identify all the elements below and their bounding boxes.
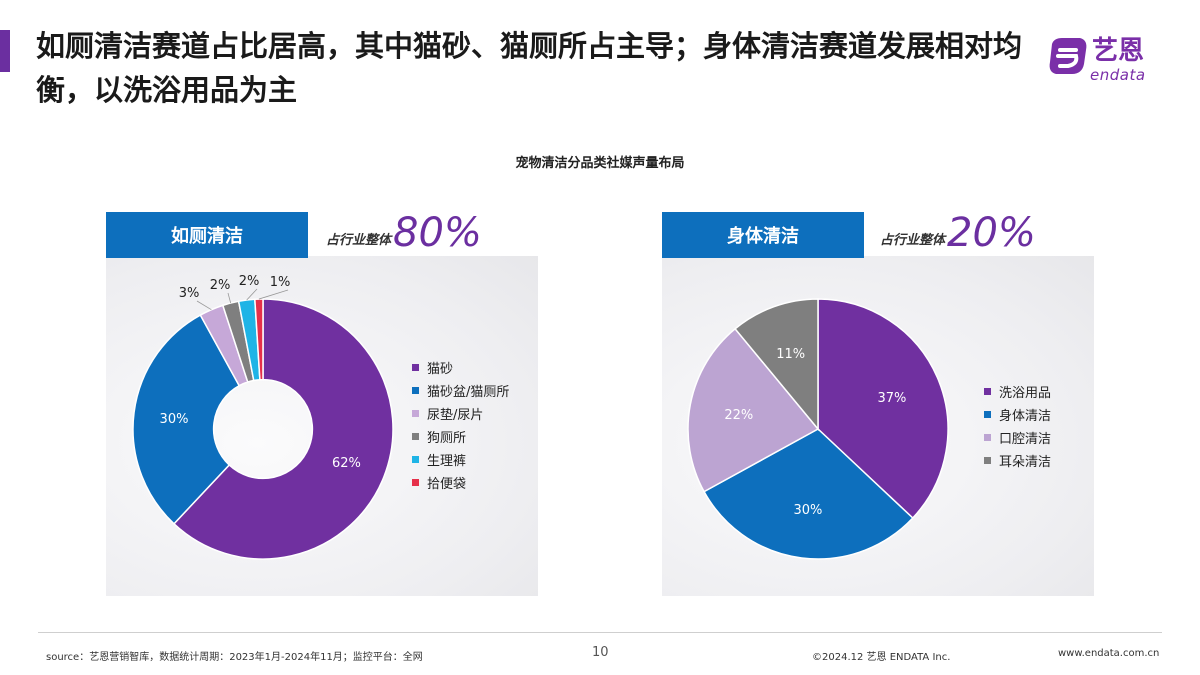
donut-chart-toilet: 62% 30% 3% 2% 2% 1% (132, 274, 394, 560)
data-label: 1% (270, 275, 291, 290)
data-label: 2% (239, 274, 260, 289)
share-label: 占行业整体 (326, 233, 392, 248)
legend-label: 身体清洁 (999, 409, 1052, 424)
slice-1-0 (817, 298, 949, 520)
legend-label: 猫砂盆/猫厕所 (427, 385, 510, 400)
data-label: 62% (332, 456, 361, 471)
legend-label: 猫砂 (427, 362, 454, 377)
endata-logo: 艺恩 endata (1046, 28, 1186, 88)
legend-item: 拾便袋 (412, 471, 509, 494)
legend-label: 生理裤 (427, 454, 467, 469)
slice-1-1 (703, 428, 914, 560)
legend-swatch (412, 364, 419, 371)
legend-item: 猫砂 (412, 356, 509, 379)
legend-swatch (984, 434, 991, 441)
legend-item: 洗浴用品 (984, 380, 1051, 403)
legend-item: 口腔清洁 (984, 426, 1051, 449)
slice-1-2 (687, 327, 820, 493)
endata-e-logo-icon (1049, 38, 1087, 74)
legend-item: 耳朵清洁 (984, 449, 1051, 472)
leader-line (258, 289, 289, 300)
legend-swatch (984, 388, 991, 395)
slice-0-0 (172, 298, 394, 560)
footer-copyright: ©2024.12 艺恩 ENDATA Inc. (812, 652, 951, 663)
legend-body: 洗浴用品身体清洁口腔清洁耳朵清洁 (984, 380, 1051, 472)
share-toilet: 占行业整体 80% (326, 210, 482, 256)
legend-label: 尿垫/尿片 (427, 408, 484, 423)
footer-source: source：艺恩营销智库，数据统计周期：2023年1月-2024年11月；监控… (46, 652, 423, 663)
legend-swatch (412, 410, 419, 417)
legend-swatch (412, 387, 419, 394)
logo-text-cn: 艺恩 (1092, 36, 1145, 66)
legend-item: 身体清洁 (984, 403, 1051, 426)
data-label: 37% (878, 391, 907, 406)
legend-label: 狗厕所 (427, 431, 467, 446)
chart-title: 宠物清洁分品类社媒声量布局 (515, 156, 685, 171)
share-body: 占行业整体 20% (880, 210, 1036, 256)
tab-toilet-cleaning: 如厕清洁 (106, 212, 308, 258)
logo-text-en: endata (1090, 66, 1146, 84)
share-value: 20% (947, 210, 1036, 256)
slice-1-3 (734, 298, 819, 432)
legend-swatch (984, 457, 991, 464)
legend-item: 生理裤 (412, 448, 509, 471)
title-accent-bar (0, 30, 10, 72)
leader-line (227, 292, 232, 304)
data-label: 3% (179, 286, 200, 301)
legend-label: 口腔清洁 (999, 432, 1052, 447)
legend-swatch (412, 479, 419, 486)
slice-0-5 (254, 298, 264, 381)
leader-line (246, 288, 258, 301)
data-label: 30% (160, 412, 189, 427)
legend-label: 洗浴用品 (999, 386, 1052, 401)
page-number: 10 (592, 645, 609, 660)
legend-item: 猫砂盆/猫厕所 (412, 379, 509, 402)
data-label: 11% (776, 347, 805, 362)
slice-0-1 (132, 314, 241, 525)
tab-body-cleaning: 身体清洁 (662, 212, 864, 258)
page-title: 如厕清洁赛道占比居高，其中猫砂、猫厕所占主导；身体清洁赛道发展相对均衡，以洗浴用… (36, 29, 1023, 107)
share-label: 占行业整体 (880, 233, 946, 248)
legend-label: 耳朵清洁 (999, 455, 1052, 470)
legend-swatch (984, 411, 991, 418)
legend-item: 尿垫/尿片 (412, 402, 509, 425)
footer-divider (38, 632, 1162, 633)
pie-chart-body: 37% 30% 22% 11% (687, 298, 949, 560)
legend-swatch (412, 433, 419, 440)
legend-toilet: 猫砂猫砂盆/猫厕所 尿垫/尿片狗厕所生理裤拾便袋 (412, 356, 509, 494)
data-label: 22% (724, 408, 753, 423)
share-value: 80% (393, 210, 482, 256)
data-label: 2% (210, 278, 231, 293)
data-label: 30% (793, 503, 822, 518)
legend-swatch (412, 456, 419, 463)
footer-website: www.endata.com.cn (1058, 648, 1160, 659)
legend-item: 狗厕所 (412, 425, 509, 448)
legend-label: 拾便袋 (427, 477, 467, 492)
leader-line (196, 300, 212, 311)
